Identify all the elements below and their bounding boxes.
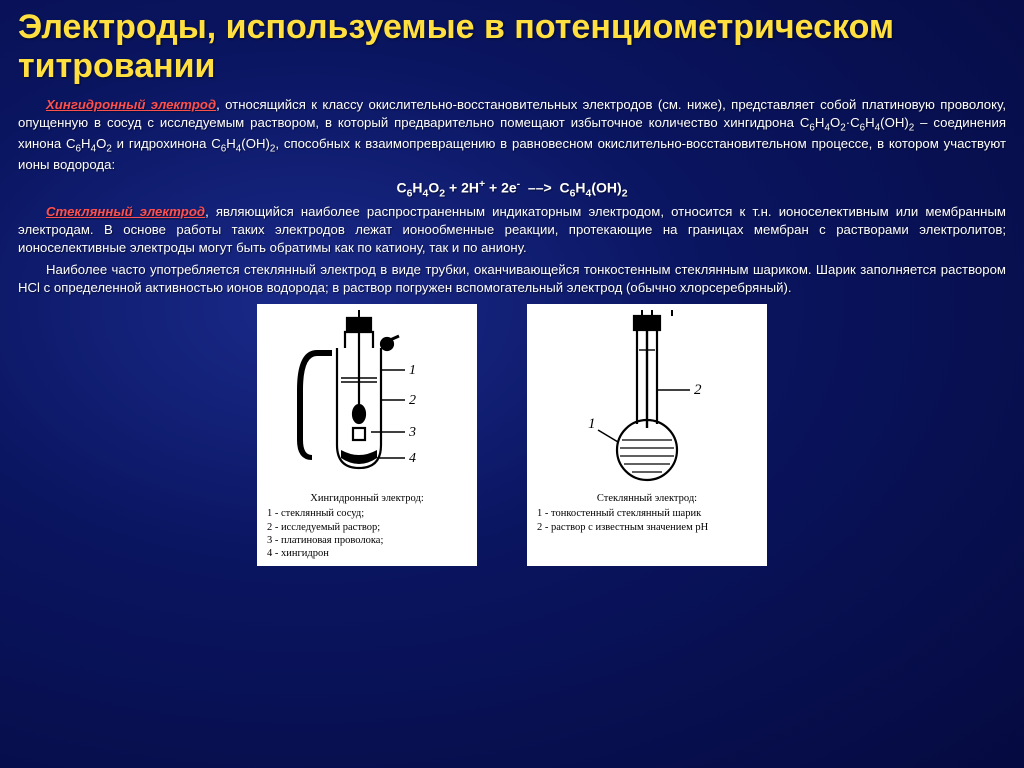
- svg-text:3: 3: [408, 425, 416, 440]
- svg-text:2: 2: [409, 393, 416, 408]
- figure-glass-electrode: 1 2 Стеклянный электрод: 1 - тонкостенны…: [527, 304, 767, 566]
- caption-2: Стеклянный электрод: 1 - тонкостенный ст…: [537, 492, 757, 533]
- page-title: Электроды, используемые в потенциометрич…: [18, 8, 1006, 86]
- paragraph-3: Наиболее часто употребляется стеклянный …: [18, 261, 1006, 297]
- svg-text:4: 4: [409, 451, 416, 466]
- equation: C6H4O2 + 2H+ + 2e- ––> C6H4(OH)2: [18, 178, 1006, 199]
- glass-electrode-diagram: 1 2: [557, 310, 737, 490]
- figure-quinhydrone: 1 2 3 4 Хингидронный электрод: 1 - стекл…: [257, 304, 477, 566]
- quinhydrone-diagram: 1 2 3 4: [282, 310, 452, 490]
- term-quinhydrone: Хингидронный электрод: [46, 97, 216, 112]
- figures-row: 1 2 3 4 Хингидронный электрод: 1 - стекл…: [18, 304, 1006, 566]
- caption-1: Хингидронный электрод: 1 - стеклянный со…: [267, 492, 467, 560]
- term-glass-electrode: Стеклянный электрод: [46, 204, 205, 219]
- svg-text:1: 1: [409, 363, 416, 378]
- paragraph-1: Хингидронный электрод, относящийся к кла…: [18, 96, 1006, 174]
- svg-text:2: 2: [694, 382, 702, 398]
- paragraph-2: Стеклянный электрод, являющийся наиболее…: [18, 203, 1006, 256]
- svg-text:1: 1: [588, 416, 596, 432]
